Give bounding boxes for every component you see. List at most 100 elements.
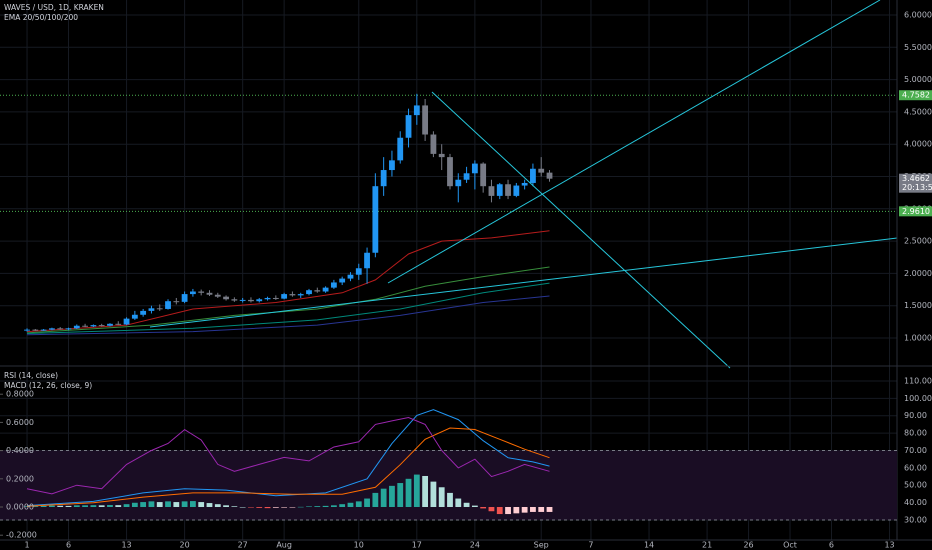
candle-body <box>306 290 312 295</box>
macd-histogram-bar <box>314 506 321 508</box>
macd-histogram-bar <box>90 505 97 508</box>
x-tick-label: 27 <box>238 541 248 550</box>
macd-histogram-bar <box>239 507 246 508</box>
candle-body <box>173 301 180 303</box>
candle-body <box>488 186 495 196</box>
candle-body <box>289 294 296 296</box>
macd-histogram-bar <box>156 502 163 508</box>
candle-body <box>530 168 536 183</box>
macd-histogram-bar <box>297 506 304 508</box>
candle-body <box>206 292 213 295</box>
candle-body <box>189 291 196 295</box>
macd-histogram-bar <box>206 503 213 508</box>
candle-body <box>463 173 470 180</box>
y-tick-label: 4.0000 <box>904 140 932 149</box>
ema-line <box>26 266 550 334</box>
x-tick-label: 17 <box>412 541 422 550</box>
candle-body <box>73 325 80 329</box>
macd-histogram-bar <box>256 507 263 508</box>
macd-histogram-bar <box>521 507 528 513</box>
macd-histogram-bar <box>405 478 412 508</box>
macd-histogram-bar <box>223 505 229 508</box>
ema-line <box>26 282 550 334</box>
macd-histogram-bar <box>57 505 64 508</box>
macd-histogram-bar <box>355 501 362 508</box>
macd-histogram-bar <box>488 507 495 512</box>
rsi-tick-label: 100.00 <box>904 394 932 403</box>
x-tick-label: 13 <box>884 541 894 550</box>
candle-body <box>98 325 105 327</box>
macd-histogram-bar <box>422 475 429 508</box>
candle-body <box>355 268 362 275</box>
macd-histogram-bar <box>330 505 337 508</box>
macd-histogram-bar <box>40 505 47 508</box>
candle-body <box>140 310 147 315</box>
macd-histogram-bar <box>455 498 462 508</box>
macd-histogram-bar <box>173 502 180 508</box>
candle-body <box>389 160 395 171</box>
level-tag <box>899 206 932 217</box>
macd-histogram-bar <box>530 507 536 512</box>
candle-body <box>380 170 387 187</box>
x-tick-label: 1 <box>24 541 29 550</box>
macd-histogram-bar <box>513 507 520 514</box>
macd-tick-label: 0.4000 <box>6 446 34 455</box>
candle-body <box>322 287 329 292</box>
macd-tick-label: 0.2000 <box>6 474 34 483</box>
candle-body <box>156 308 163 310</box>
candle-body <box>297 294 304 296</box>
macd-histogram-bar <box>115 505 122 508</box>
candle-body <box>131 314 138 319</box>
macd-histogram-bar <box>189 501 196 508</box>
candle-body <box>347 274 354 279</box>
level-label: 2.9610 <box>902 207 930 216</box>
candle-body <box>231 299 238 301</box>
x-tick-label: 24 <box>470 541 480 550</box>
macd-histogram-bar <box>49 505 55 508</box>
candle-body <box>513 185 520 196</box>
macd-histogram-bar <box>397 483 404 508</box>
countdown: 20:13:58 <box>902 183 932 192</box>
rsi-band <box>0 450 897 521</box>
candle-body <box>90 325 97 327</box>
candle-body <box>272 297 279 299</box>
candle-body <box>57 328 64 330</box>
level-label: 4.7582 <box>902 91 930 100</box>
x-tick-label: 7 <box>588 541 593 550</box>
macd-histogram-bar <box>447 492 453 508</box>
rsi-tick-label: 60.00 <box>904 463 927 472</box>
macd-histogram-bar <box>107 505 113 508</box>
candle-body <box>496 184 503 196</box>
rsi-tick-label: 70.00 <box>904 446 927 455</box>
macd-histogram-bar <box>496 507 503 515</box>
x-tick-label: 20 <box>180 541 190 550</box>
x-tick-label: 21 <box>702 541 712 550</box>
x-tick-label: Oct <box>783 541 797 550</box>
macd-histogram-bar <box>140 502 147 508</box>
rsi-tick-label: 50.00 <box>904 481 927 490</box>
macd-histogram-bar <box>32 506 39 508</box>
candle-body <box>480 163 487 187</box>
candle-body <box>148 308 155 311</box>
macd-histogram-bar <box>281 507 288 508</box>
candle-body <box>521 182 528 186</box>
macd-histogram-bar <box>380 488 387 508</box>
rsi-legend: RSI (14, close) <box>4 371 58 380</box>
macd-histogram-bar <box>339 504 346 508</box>
macd-histogram-bar <box>322 505 329 508</box>
candle-body <box>24 329 30 331</box>
y-tick-label: 2.5000 <box>904 237 932 246</box>
candle-body <box>430 134 437 154</box>
candle-body <box>314 290 321 292</box>
y-tick-label: 1.0000 <box>904 334 932 343</box>
macd-histogram-bar <box>438 487 445 508</box>
candle-body <box>372 186 379 253</box>
macd-histogram-bar <box>372 492 379 508</box>
macd-tick-label: 0.0000 <box>6 503 34 512</box>
trendline <box>387 0 881 284</box>
candle-body <box>455 179 462 187</box>
macd-legend: MACD (12, 26, close, 9) <box>4 381 92 390</box>
macd-histogram-bar <box>165 501 171 508</box>
macd-tick-label: 0.6000 <box>6 418 34 427</box>
macd-histogram-bar <box>272 507 279 508</box>
